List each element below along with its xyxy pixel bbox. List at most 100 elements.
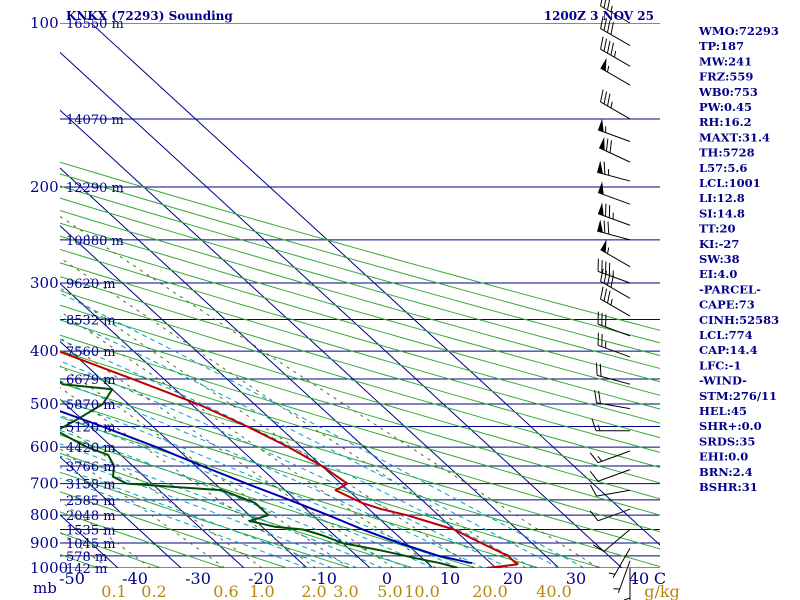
dry-adiabat-line [60, 434, 477, 568]
wind-barb [598, 136, 631, 163]
dry-adiabat-line [60, 511, 225, 568]
wind-barb-staff [600, 249, 631, 268]
sounding-index: FRZ:559 [699, 70, 753, 84]
temperature-tick-label: 20 [503, 569, 523, 588]
wind-barb-staff [597, 450, 631, 464]
moist-adiabat-line [60, 398, 459, 568]
moist-adiabat-line [60, 380, 484, 568]
wind-barb-pennant [598, 202, 604, 216]
sounding-index: SW:38 [699, 252, 740, 266]
wind-barb-staff [603, 529, 631, 552]
wind-barb [589, 508, 631, 522]
height-label: 142 m [66, 562, 107, 577]
sounding-index: SRDS:35 [699, 434, 755, 448]
isotherm-line [60, 109, 560, 568]
isotherm-line [60, 167, 497, 568]
mixing-ratio-line [60, 448, 226, 568]
wind-barb [597, 181, 631, 205]
height-label: 1535 m [66, 524, 116, 539]
height-label: 2585 m [66, 494, 116, 509]
wind-barb-feather [606, 40, 611, 54]
wind-barb-feather [603, 288, 608, 302]
dry-adiabat-line [60, 197, 660, 369]
wind-barb [600, 57, 631, 86]
mixing-ratio-tick-label: 2.0 [301, 582, 326, 600]
height-label: 8532 m [66, 314, 116, 329]
wind-barb-feather [600, 286, 604, 300]
height-label: 5120 m [66, 420, 116, 435]
wind-barb-feather [603, 91, 608, 105]
isotherm-line [60, 282, 371, 568]
isotherm-line [60, 456, 182, 568]
sounding-index: LFC:-1 [699, 358, 741, 372]
wind-barb-pennant [598, 118, 604, 132]
wind-barb-feather [592, 544, 605, 552]
mixing-ratio-line [60, 386, 317, 568]
wind-barb [600, 89, 631, 120]
wind-barb-half-feather [613, 50, 617, 58]
wind-barb-feather [600, 89, 604, 103]
pressure-tick-label: 1000 [30, 559, 68, 577]
pressure-tick-label: 200 [30, 178, 59, 196]
isotherm-line [90, 23, 660, 546]
sounding-index: CAPE:73 [699, 298, 755, 312]
wind-barb-feather [610, 42, 614, 56]
wind-barb-half-feather [610, 5, 613, 13]
mixing-ratio-tick-label: 5.0 [377, 582, 402, 600]
temperature-tick-label: -20 [248, 569, 274, 588]
wind-barb [608, 548, 631, 578]
mixing-ratio-tick-label: 1.0 [249, 582, 274, 600]
wind-barb-staff [597, 230, 631, 241]
isotherm-line [60, 340, 308, 568]
wind-barb-pennant [597, 219, 603, 233]
wind-barb [592, 529, 631, 552]
wind-barb-feather [606, 20, 611, 33]
wind-barb-staff [597, 344, 631, 358]
wind-barb-feather [600, 16, 604, 29]
wind-barb [590, 484, 631, 497]
wind-barb-half-feather [597, 424, 601, 431]
wind-barb-pennant [597, 160, 603, 174]
sounding-index: HEL:45 [699, 404, 747, 418]
wind-barb-feather [603, 161, 606, 175]
wind-barb-pennant [599, 136, 605, 151]
wind-barb-feather [600, 268, 604, 282]
wind-barb [589, 469, 631, 482]
pressure-tick-label: 500 [30, 395, 59, 413]
height-label: 16550 m [66, 17, 124, 32]
moist-adiabat-line [60, 443, 383, 568]
wind-barb-feather [606, 93, 611, 107]
wind-barb [600, 239, 631, 268]
moist-adiabat-line [60, 455, 358, 568]
wind-barb-feather [589, 452, 599, 463]
sounding-index: PW:0.45 [699, 100, 752, 114]
wind-barb-staff [596, 489, 631, 497]
wind-barb-staff [596, 402, 631, 410]
dry-adiabat-line [60, 382, 660, 568]
mixing-ratio-tick-label: 20.0 [472, 582, 508, 600]
pressure-tick-label: 800 [30, 506, 59, 524]
wind-barb [597, 160, 631, 182]
dry-adiabat-line [60, 399, 603, 568]
sounding-index: LI:12.8 [699, 191, 745, 205]
wind-barb-feather [603, 38, 608, 52]
wind-barb-feather [603, 0, 607, 9]
wind-barb [600, 16, 631, 46]
sounding-index: -WIND- [699, 374, 747, 388]
wind-barb [597, 332, 631, 358]
wind-barb-pennant [600, 239, 607, 253]
wind-barb [597, 311, 631, 337]
mixing-ratio-tick-label: 0.2 [141, 582, 166, 600]
temperature-tick-label: 40 [629, 569, 649, 588]
isotherm-line [60, 225, 434, 568]
wind-barb-feather [603, 18, 608, 31]
sounding-index: CAP:14.4 [699, 343, 758, 357]
temperature-tick-label: -50 [59, 569, 85, 588]
sounding-index: SI:14.8 [699, 206, 745, 220]
wind-barb-pennant [598, 181, 604, 195]
wind-barb-staff [597, 508, 631, 522]
wind-barb-feather [610, 274, 614, 288]
pressure-tick-label: 700 [30, 475, 59, 493]
wind-barb [589, 450, 631, 464]
wind-barb-staff [600, 48, 631, 67]
